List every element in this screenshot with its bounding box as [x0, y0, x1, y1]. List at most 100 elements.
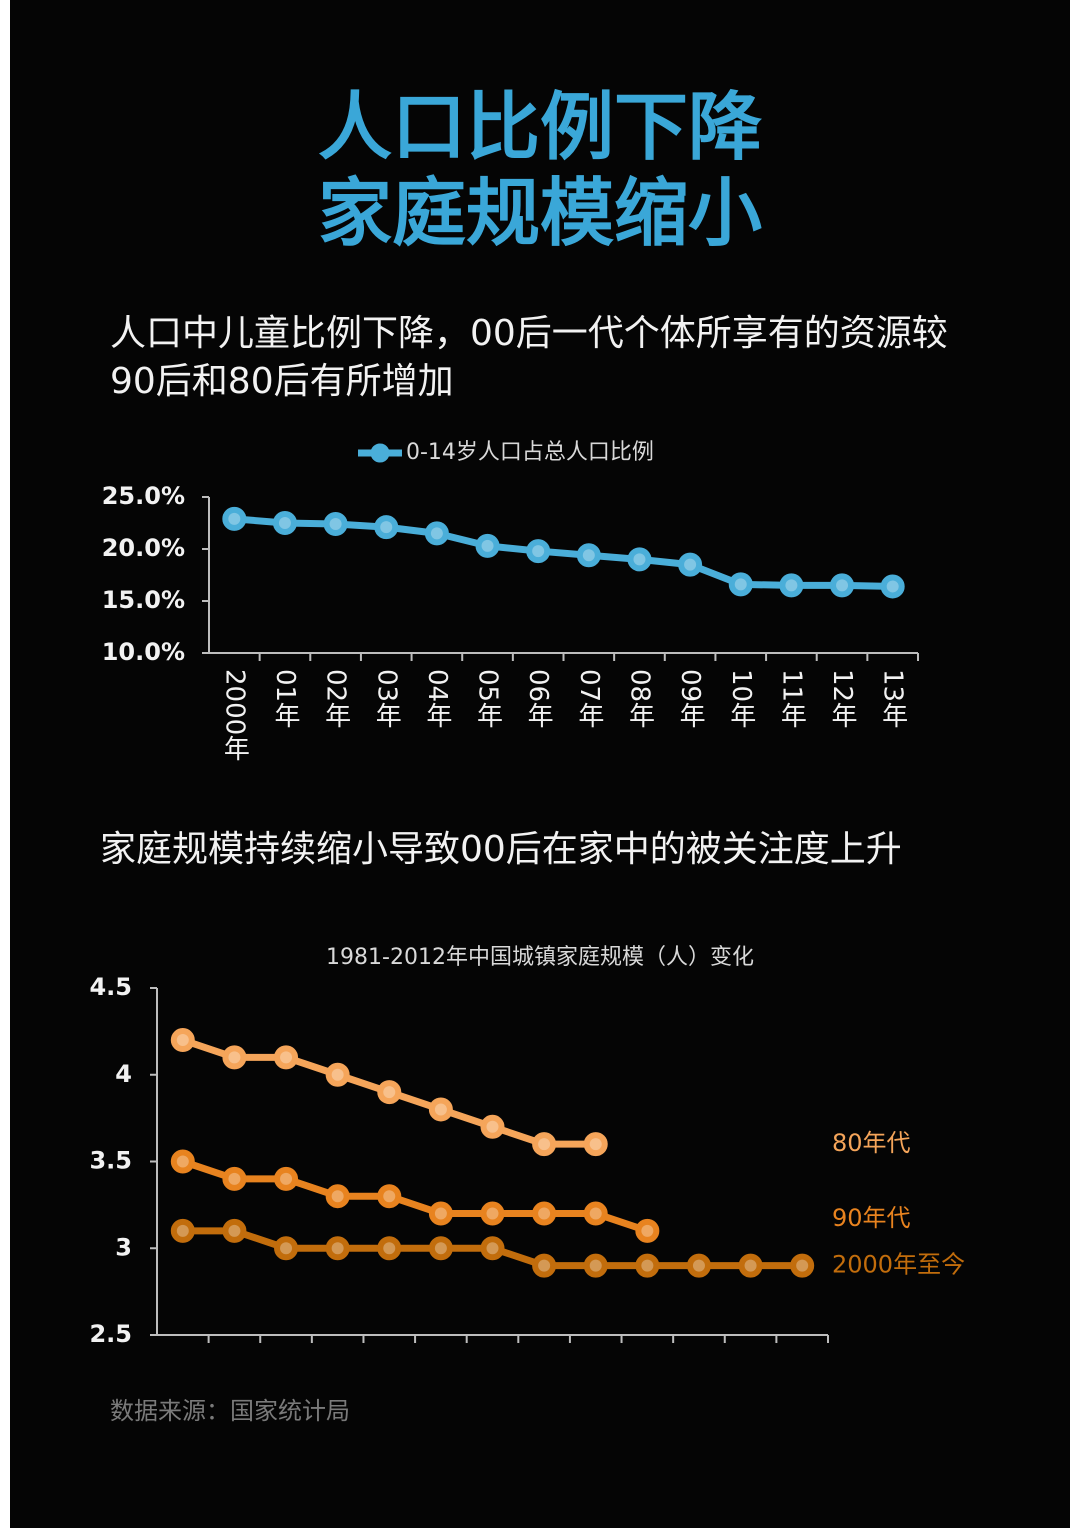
marker	[532, 1201, 557, 1226]
marker-highlight	[329, 518, 342, 531]
x-tick-label: 07年	[574, 669, 604, 728]
marker-highlight	[886, 580, 899, 593]
marker-highlight	[383, 1242, 396, 1255]
marker	[428, 1097, 453, 1122]
marker	[325, 1236, 350, 1261]
marker-highlight	[434, 1242, 447, 1255]
marker-highlight	[383, 1190, 396, 1203]
x-tick-label: 12年	[827, 669, 857, 728]
marker-highlight	[278, 517, 291, 529]
marker-highlight	[486, 1120, 499, 1133]
marker-highlight	[228, 512, 241, 525]
marker	[728, 572, 753, 597]
y-tick-label: 15.0%	[102, 586, 185, 614]
marker	[323, 512, 348, 537]
marker-highlight	[434, 1207, 447, 1220]
marker	[222, 1218, 247, 1243]
marker-highlight	[486, 1207, 499, 1220]
x-tick-label: 08年	[624, 669, 654, 728]
marker-highlight	[836, 579, 849, 592]
source-note: 数据来源：国家统计局	[110, 1397, 350, 1425]
marker-highlight	[692, 1259, 705, 1272]
x-tick-label: 04年	[422, 669, 452, 728]
y-tick-label: 2.5	[89, 1320, 132, 1348]
marker	[532, 1253, 557, 1278]
marker	[222, 1166, 247, 1191]
x-tick-label: 06年	[523, 669, 553, 728]
series-label: 2000年至今	[832, 1251, 965, 1279]
marker	[274, 1166, 299, 1191]
marker-highlight	[589, 1259, 602, 1272]
marker	[738, 1253, 763, 1278]
series-line	[181, 1158, 649, 1235]
x-tick-label: 03年	[371, 669, 401, 728]
marker	[635, 1218, 660, 1243]
marker-highlight	[228, 1172, 241, 1185]
y-tick-label: 3	[115, 1233, 132, 1261]
y-tick-label: 4.5	[89, 973, 132, 1001]
marker-highlight	[380, 521, 393, 534]
marker	[532, 1132, 557, 1157]
marker-highlight	[744, 1259, 757, 1272]
marker	[686, 1253, 711, 1278]
x-tick-label: 11年	[776, 669, 806, 728]
marker-highlight	[280, 1051, 293, 1064]
marker-highlight	[582, 549, 595, 562]
chart-title: 1981-2012年中国城镇家庭规模（人）变化	[326, 945, 754, 970]
marker	[880, 574, 905, 599]
marker-highlight	[383, 1086, 396, 1099]
marker-highlight	[538, 1207, 551, 1220]
marker-highlight	[176, 1034, 189, 1047]
marker-highlight	[176, 1155, 189, 1168]
marker-highlight	[589, 1138, 602, 1151]
marker-highlight	[280, 1172, 293, 1185]
marker	[377, 1184, 402, 1209]
marker-highlight	[785, 579, 798, 592]
marker	[583, 1201, 608, 1226]
marker-highlight	[538, 1138, 551, 1151]
x-tick-label: 02年	[321, 669, 351, 728]
marker	[428, 1201, 453, 1226]
marker-highlight	[176, 1224, 189, 1237]
y-tick-label: 25.0%	[102, 482, 185, 510]
marker	[480, 1236, 505, 1261]
marker	[475, 533, 500, 558]
marker	[830, 573, 855, 598]
marker	[325, 1062, 350, 1087]
marker	[374, 515, 399, 540]
x-tick-label: 13年	[878, 669, 908, 728]
marker	[377, 1236, 402, 1261]
marker-highlight	[641, 1259, 654, 1272]
marker-highlight	[532, 545, 545, 558]
marker	[424, 521, 449, 546]
y-tick-label: 10.0%	[102, 638, 185, 666]
x-tick-label: 2000年	[219, 669, 249, 761]
marker-highlight	[734, 578, 747, 591]
marker-highlight	[589, 1207, 602, 1220]
marker	[583, 1253, 608, 1278]
marker	[790, 1253, 815, 1278]
marker	[222, 506, 247, 531]
marker-highlight	[331, 1068, 344, 1081]
y-tick-label: 3.5	[89, 1147, 132, 1175]
marker	[325, 1184, 350, 1209]
marker-highlight	[538, 1259, 551, 1272]
marker	[170, 1028, 195, 1053]
x-tick-label: 05年	[473, 669, 503, 728]
marker	[678, 552, 703, 577]
marker-highlight	[331, 1190, 344, 1203]
marker	[480, 1114, 505, 1139]
marker-highlight	[486, 1242, 499, 1255]
marker	[222, 1045, 247, 1070]
marker	[480, 1201, 505, 1226]
marker-highlight	[796, 1259, 809, 1272]
marker-highlight	[331, 1242, 344, 1255]
x-tick-label: 10年	[726, 669, 756, 728]
marker-highlight	[228, 1051, 241, 1064]
marker	[274, 1045, 299, 1070]
marker-highlight	[633, 553, 646, 566]
marker-highlight	[228, 1224, 241, 1237]
x-tick-label: 09年	[675, 669, 705, 728]
